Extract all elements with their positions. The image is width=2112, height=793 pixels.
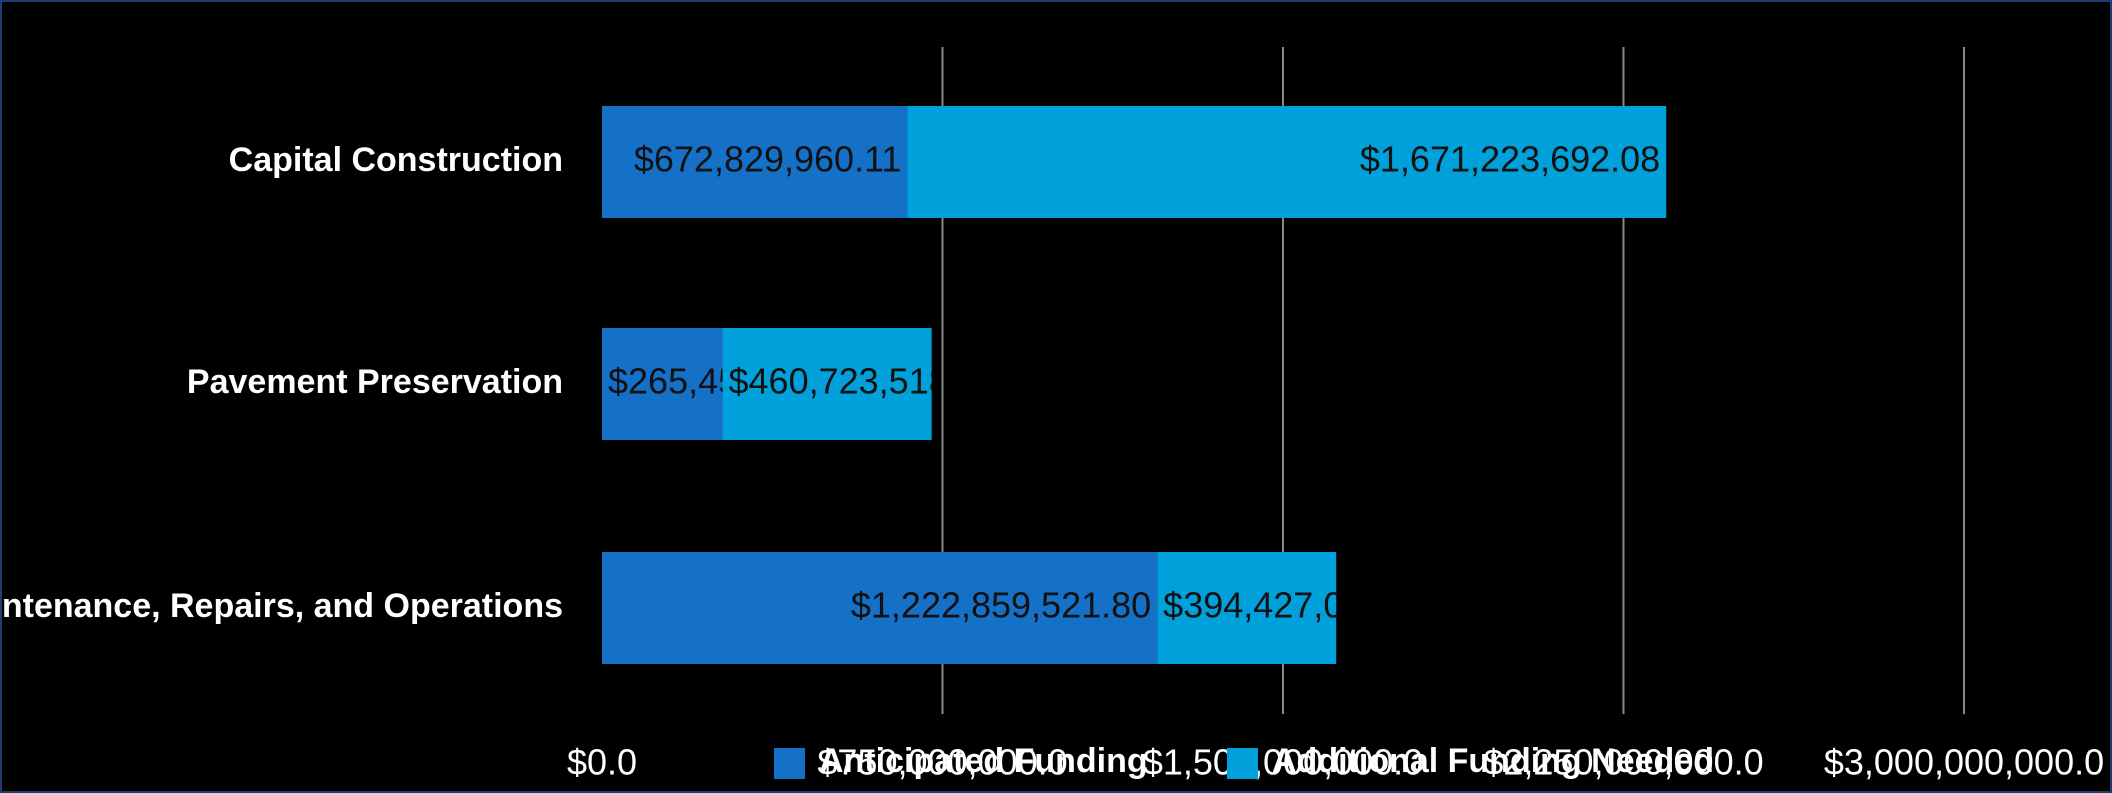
x-tick-label: $1,500,000,000.0 <box>1143 742 1423 783</box>
data-label: $394,427,000.00 <box>1163 585 1433 626</box>
bar <box>1157 552 1337 664</box>
x-tick-label: $750,000,000.0 <box>817 742 1067 783</box>
bar <box>907 106 1667 218</box>
bar <box>602 552 1158 664</box>
legend-label: Anticipated Funding <box>819 742 1148 780</box>
legend-swatch <box>774 748 805 779</box>
bar <box>722 328 932 440</box>
x-tick-label: $0.0 <box>567 742 637 783</box>
data-label: $265,450,000.00 <box>608 361 878 402</box>
legend-label: Additional Funding Needed <box>1272 742 1714 780</box>
bar <box>602 106 908 218</box>
category-label: Capital Construction <box>229 141 563 179</box>
x-tick-label: $2,250,000,000.0 <box>1483 742 1763 783</box>
data-label: $460,723,518.00 <box>729 361 999 402</box>
bar <box>602 328 723 440</box>
category-label: Pavement Preservation <box>187 363 563 401</box>
data-label: $1,222,859,521.80 <box>851 585 1151 626</box>
category-label: Maintenance, Repairs, and Operations <box>0 587 563 625</box>
data-label: $672,829,960.11 <box>634 139 902 180</box>
legend-swatch <box>1227 748 1258 779</box>
data-label: $1,671,223,692.08 <box>1360 139 1660 180</box>
x-tick-label: $3,000,000,000.0 <box>1824 742 2104 783</box>
